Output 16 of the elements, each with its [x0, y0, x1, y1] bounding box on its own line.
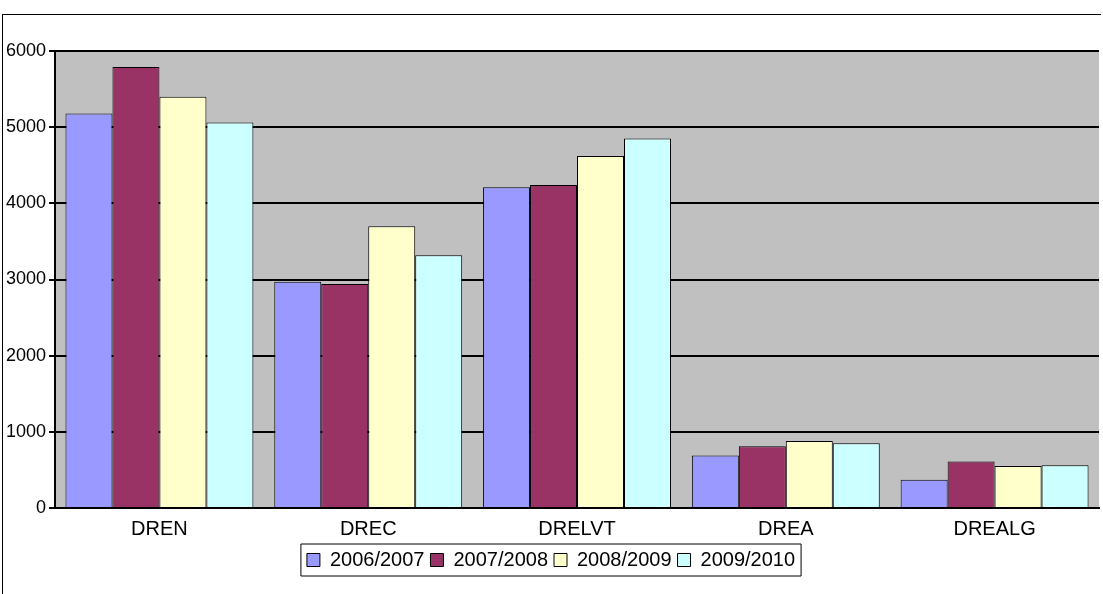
y-tick-label: 2000	[6, 344, 47, 365]
x-tick-label: DREA	[758, 516, 815, 539]
x-tick-label: DREALG	[953, 516, 1036, 539]
x-tick-label: DREC	[339, 516, 397, 539]
legend-label: 2009/2010	[700, 547, 796, 570]
y-tick-label: 5000	[6, 116, 47, 137]
y-tick-label: 3000	[6, 268, 47, 289]
y-tick-label: 1000	[6, 420, 47, 441]
legend-label: 2007/2008	[453, 547, 549, 570]
y-tick-label: 4000	[6, 192, 47, 213]
legend-label: 2006/2007	[329, 547, 425, 570]
x-tick-label: DRELVT	[538, 516, 616, 539]
y-tick-label: 0	[36, 496, 47, 517]
legend-label: 2008/2009	[577, 547, 672, 570]
y-tick-label: 6000	[6, 39, 47, 60]
x-tick-label: DREN	[131, 516, 188, 539]
